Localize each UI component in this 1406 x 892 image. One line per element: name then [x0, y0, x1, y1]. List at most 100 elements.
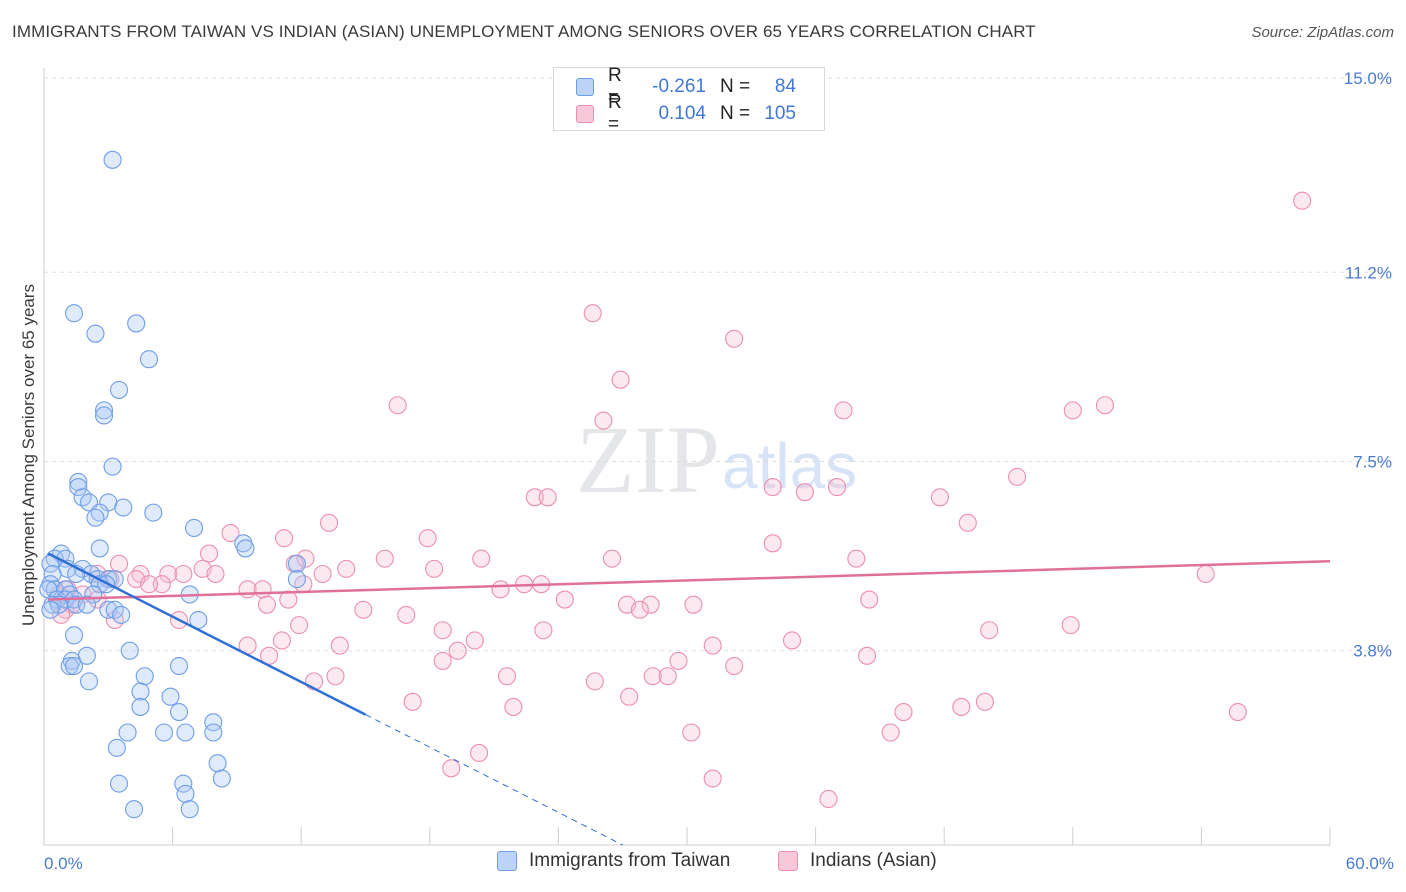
y-tick-label: 3.8%: [1353, 642, 1392, 661]
indian-point: [1228, 703, 1247, 722]
y-axis-label: Unemployment Among Seniors over 65 years: [19, 284, 38, 626]
taiwan-point: [127, 314, 146, 333]
indian-point: [504, 697, 523, 716]
taiwan-point: [64, 626, 84, 645]
indian-point: [630, 600, 649, 619]
indian-point: [620, 687, 639, 706]
taiwan-point: [67, 595, 86, 614]
taiwan-point: [118, 723, 137, 742]
indian-point: [534, 621, 553, 640]
taiwan-swatch-icon: [576, 78, 594, 96]
indian-point: [763, 534, 782, 553]
indian-legend-icon: [778, 851, 798, 871]
legend-item-indian: Indians (Asian): [778, 850, 937, 872]
taiwan-point: [69, 478, 88, 497]
indian-point: [1061, 616, 1080, 635]
taiwan-point: [236, 539, 255, 558]
indian-point: [206, 564, 225, 584]
indian-point: [894, 703, 913, 722]
taiwan-point: [107, 738, 126, 757]
indian-point: [827, 478, 847, 497]
tick-labels: 3.8% 7.5% 11.2% 15.0% 0.0% 60.0%: [44, 69, 1394, 873]
chart-title: IMMIGRANTS FROM TAIWAN VS INDIAN (ASIAN)…: [12, 22, 1036, 41]
taiwan-point: [120, 641, 139, 660]
legend-label-taiwan: Immigrants from Taiwan: [529, 850, 731, 871]
taiwan-point: [208, 754, 227, 773]
taiwan-point: [94, 406, 114, 425]
chart-source: Source: ZipAtlas.com: [1251, 24, 1394, 41]
indian-point: [465, 631, 484, 650]
indian-point: [643, 667, 662, 686]
taiwan-point: [86, 324, 105, 343]
indian-point: [275, 529, 294, 548]
indian-point: [860, 590, 879, 609]
indian-point: [375, 549, 394, 568]
indian-point: [611, 370, 630, 389]
legend-n-value: 84: [774, 76, 796, 97]
indian-point: [525, 488, 544, 507]
indian-point: [583, 304, 602, 323]
indian-point: [1293, 191, 1312, 210]
taiwan-point: [90, 539, 109, 558]
taiwan-point: [103, 150, 122, 169]
indian-point: [602, 549, 622, 568]
taiwan-point: [139, 350, 159, 369]
taiwan-point: [114, 498, 133, 517]
legend-label-indian: Indians (Asian): [810, 850, 937, 871]
taiwan-point: [60, 656, 79, 676]
indian-point: [238, 580, 257, 599]
indian-point: [881, 723, 900, 742]
taiwan-point: [161, 687, 180, 706]
indian-point: [641, 595, 660, 614]
indian-point: [703, 769, 722, 788]
indian-point: [159, 564, 178, 584]
taiwan-point: [180, 800, 199, 819]
indian-point: [725, 329, 744, 348]
taiwan-point: [176, 723, 195, 742]
indian-point: [725, 656, 744, 676]
indian-point: [682, 723, 701, 742]
indian-point: [1008, 467, 1027, 486]
legend-n-label: N =: [720, 103, 751, 124]
indian-trend-line: [48, 559, 1331, 601]
indian-point: [109, 554, 129, 573]
indian-point: [491, 580, 510, 599]
legend-n-label: N =: [720, 76, 751, 97]
watermark-atlas: atlas: [722, 430, 857, 502]
indian-point: [221, 524, 240, 543]
taiwan-point: [212, 769, 231, 788]
taiwan-legend-icon: [497, 851, 517, 871]
legend-item-taiwan: Immigrants from Taiwan: [497, 850, 730, 872]
indian-point: [174, 564, 193, 584]
indian-point: [975, 692, 994, 711]
trend-lines: [47, 552, 1331, 846]
indian-point: [425, 559, 444, 578]
indian-point: [930, 488, 949, 507]
taiwan-point: [154, 723, 174, 742]
y-tick-label: 15.0%: [1344, 69, 1392, 88]
y-tick-label: 7.5%: [1353, 453, 1392, 472]
legend-r-label: R =: [608, 65, 622, 108]
legend-r-value: 0.104: [658, 103, 706, 124]
taiwan-trend-line: [47, 552, 367, 716]
indian-point: [290, 616, 309, 635]
taiwan-point: [124, 800, 144, 819]
x-tick-label: 0.0%: [44, 854, 83, 873]
indian-point: [594, 411, 613, 430]
taiwan-point: [64, 304, 84, 323]
indian-point: [296, 549, 315, 568]
indian-point: [857, 646, 877, 665]
indian-point: [834, 401, 853, 420]
taiwan-point: [94, 401, 114, 420]
indian-point: [538, 488, 557, 507]
indian-swatch-icon: [576, 105, 594, 123]
indian-point: [448, 641, 467, 660]
series-indian-points: [49, 191, 1312, 809]
indian-point: [795, 483, 814, 502]
indian-point: [585, 672, 604, 691]
y-tick-label: 11.2%: [1345, 263, 1392, 282]
indian-point: [1196, 564, 1215, 584]
indian-point: [257, 595, 276, 614]
taiwan-point: [131, 697, 150, 716]
